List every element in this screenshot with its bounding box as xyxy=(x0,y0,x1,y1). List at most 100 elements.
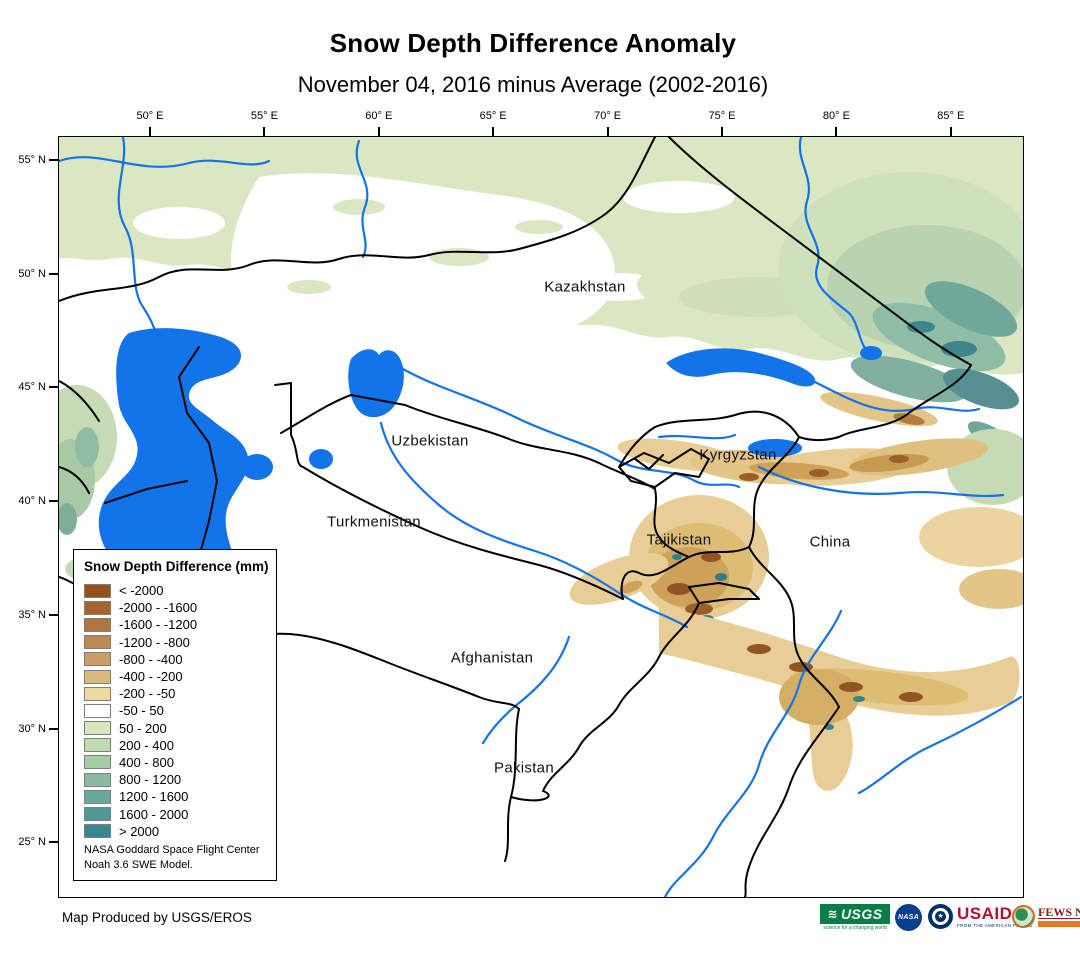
legend-entry-label: -400 - -200 xyxy=(119,669,183,685)
legend-title: Snow Depth Difference (mm) xyxy=(84,559,269,574)
lon-tick-label: 85° E xyxy=(937,110,965,122)
country-label-china: China xyxy=(809,533,851,551)
country-label-afghanistan: Afghanistan xyxy=(450,649,534,667)
lat-tick-label: 55° N xyxy=(18,154,46,166)
legend-entry: 400 - 800 xyxy=(84,754,276,771)
usgs-tagline: science for a changing world xyxy=(823,925,887,931)
nasa-logo: NASA xyxy=(895,904,922,931)
legend-entry-label: 1600 - 2000 xyxy=(119,806,189,822)
map-frame xyxy=(58,136,1024,898)
country-label-tajikistan: Tajikistan xyxy=(646,531,712,549)
legend-attribution: NASA Goddard Space Flight Center Noah 3.6… xyxy=(84,843,259,872)
legend-entry: 200 - 400 xyxy=(84,737,276,754)
legend-swatch xyxy=(84,686,111,701)
legend-entry-label: -50 - 50 xyxy=(119,703,164,719)
legend-swatch xyxy=(84,721,111,736)
lat-tick-label: 25° N xyxy=(18,836,46,849)
lon-tick xyxy=(721,127,723,136)
usaid-logo-text: USAID xyxy=(957,904,1013,923)
lat-tick xyxy=(49,386,58,389)
lat-tick xyxy=(49,159,58,161)
usgs-wave-icon: ≋ xyxy=(827,907,838,921)
usgs-logo: ≋ USGS science for a changing world xyxy=(820,904,890,931)
legend-entry-label: 50 - 200 xyxy=(119,720,167,736)
legend-entry: 50 - 200 xyxy=(84,720,276,737)
lon-tick xyxy=(149,127,151,136)
legend-swatch xyxy=(84,772,111,787)
legend-entry-label: -800 - -400 xyxy=(119,651,183,667)
legend-entry-label: -1200 - -800 xyxy=(119,634,190,650)
legend-entry-label: < -2000 xyxy=(119,583,164,599)
lat-tick xyxy=(49,500,58,503)
legend-attribution-line: NASA Goddard Space Flight Center xyxy=(84,844,260,857)
lon-tick xyxy=(263,127,266,136)
legend-entry: -200 - -50 xyxy=(84,685,276,702)
lat-tick-label: 45° N xyxy=(18,381,46,394)
lon-tick-label: 80° E xyxy=(822,110,850,122)
legend-entry-label: 200 - 400 xyxy=(119,737,174,753)
legend-swatch xyxy=(84,738,111,753)
legend-entry-label: 400 - 800 xyxy=(119,754,174,770)
legend-swatch xyxy=(84,669,111,684)
usaid-tagline: FROM THE AMERICAN PEOPLE xyxy=(957,923,1034,928)
nasa-meatball-icon: NASA xyxy=(895,904,922,931)
lon-tick-label: 50° E xyxy=(136,110,164,122)
lon-tick-label: 55° E xyxy=(250,110,278,122)
legend-entries: < -2000 -2000 - -1600 -1600 - -1200 -1200 -… xyxy=(84,582,276,840)
lon-tick-label: 75° E xyxy=(708,110,736,122)
legend-entry-label: -1600 - -1200 xyxy=(119,617,198,633)
lon-tick xyxy=(377,127,380,136)
lon-tick xyxy=(492,127,495,136)
country-borders xyxy=(59,137,972,897)
country-label-kyrgyzstan: Kyrgyzstan xyxy=(699,446,777,464)
country-label-pakistan: Pakistan xyxy=(494,759,554,777)
fewsnet-bar xyxy=(1038,921,1080,927)
legend-swatch xyxy=(84,703,111,718)
legend-entry-label: > 2000 xyxy=(119,823,160,839)
legend-entry: -1600 - -1200 xyxy=(84,616,276,633)
country-label-kazakhstan: Kazakhstan xyxy=(544,278,626,296)
country-label-turkmenistan: Turkmenistan xyxy=(327,513,421,531)
lon-tick xyxy=(835,127,838,136)
legend-entry: < -2000 xyxy=(84,582,276,599)
legend-entry-label: -2000 - -1600 xyxy=(119,600,198,616)
legend-swatch xyxy=(84,789,111,804)
lat-tick xyxy=(49,841,58,844)
legend: Snow Depth Difference (mm) < -2000 -2000 … xyxy=(73,549,277,881)
legend-swatch xyxy=(84,755,111,770)
usgs-logo-text: USGS xyxy=(840,906,883,922)
lat-tick xyxy=(49,272,58,275)
lon-tick xyxy=(949,127,952,136)
legend-swatch xyxy=(84,824,111,839)
legend-swatch xyxy=(84,652,111,667)
legend-attribution-line: Noah 3.6 SWE Model. xyxy=(84,858,193,871)
legend-entry: 1200 - 1600 xyxy=(84,788,276,805)
lat-tick-label: 50° N xyxy=(18,267,46,280)
map-credit: Map Produced by USGS/EROS xyxy=(62,910,252,925)
legend-swatch xyxy=(84,600,111,615)
map-canvas xyxy=(59,137,1023,897)
legend-entry: -1200 - -800 xyxy=(84,634,276,651)
lat-tick xyxy=(49,613,58,616)
page-title: Snow Depth Difference Anomaly xyxy=(329,28,737,58)
legend-swatch xyxy=(84,583,111,598)
lat-tick-label: 40° N xyxy=(18,495,46,508)
fewsnet-logo: FEWS NET xyxy=(1012,905,1080,928)
legend-swatch xyxy=(84,635,111,650)
legend-entry: -800 - -400 xyxy=(84,651,276,668)
legend-entry: 1600 - 2000 xyxy=(84,805,276,822)
usaid-logo: ★ USAID FROM THE AMERICAN PEOPLE xyxy=(928,904,1033,929)
legend-swatch xyxy=(84,807,111,822)
lon-tick-label: 65° E xyxy=(479,110,507,122)
legend-swatch xyxy=(84,617,111,632)
page-subtitle: November 04, 2016 minus Average (2002-20… xyxy=(297,72,769,97)
lat-tick xyxy=(49,727,58,730)
legend-entry-label: 800 - 1200 xyxy=(119,772,182,788)
legend-entry: -2000 - -1600 xyxy=(84,599,276,616)
lon-tick xyxy=(606,127,609,136)
lat-tick-label: 30° N xyxy=(18,722,46,735)
lon-tick-label: 60° E xyxy=(365,110,393,122)
fewsnet-logo-text: FEWS NET xyxy=(1038,906,1080,919)
legend-entry: > 2000 xyxy=(84,823,276,840)
legend-entry: -50 - 50 xyxy=(84,702,276,719)
